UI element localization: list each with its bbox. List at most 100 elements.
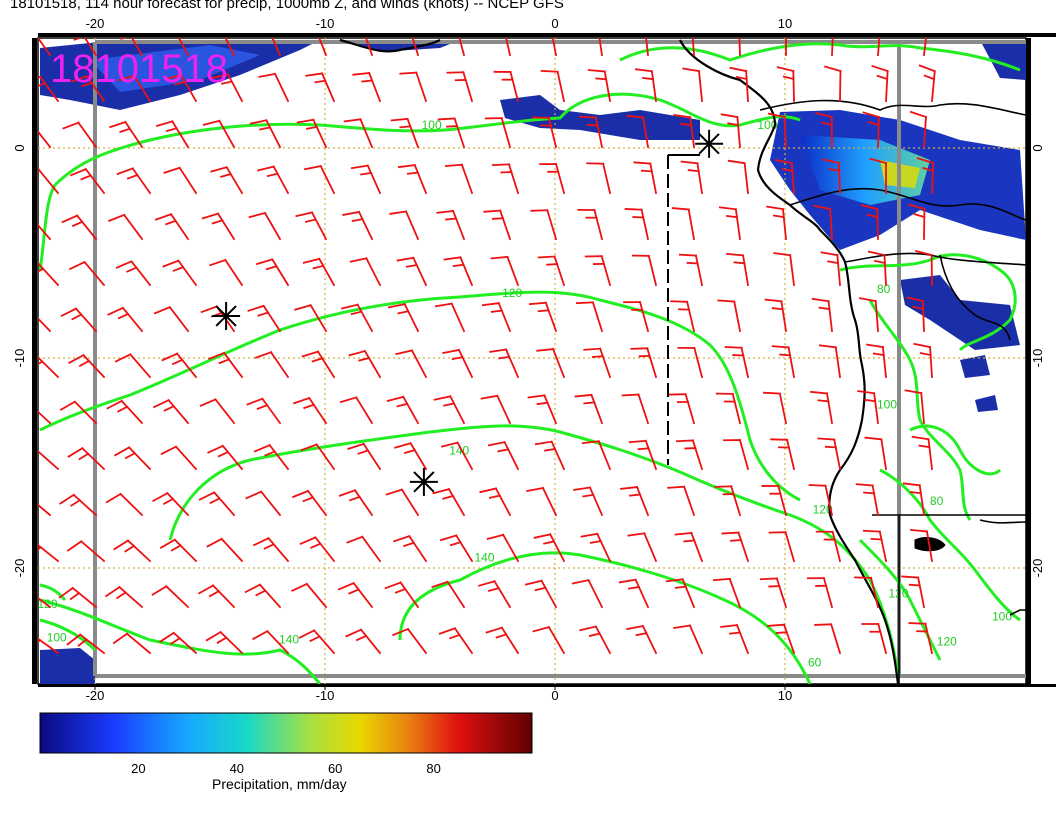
wind-barb — [911, 435, 933, 470]
wind-barb — [433, 395, 466, 425]
wind-barb — [38, 356, 60, 379]
wind-barb — [205, 630, 244, 655]
wind-barb — [202, 119, 236, 149]
lat-tick-right-2: -20 — [1030, 559, 1045, 578]
wind-barb — [631, 254, 658, 287]
contour-label-10: 120 — [937, 635, 957, 649]
contour-label-14: 80 — [877, 282, 891, 296]
wind-barb — [815, 111, 833, 148]
wind-barb — [161, 352, 198, 379]
wind-barb — [296, 118, 328, 149]
contour-label-3: 140 — [475, 551, 495, 565]
wind-barb — [177, 38, 190, 57]
wind-barb — [624, 208, 650, 241]
wind-barb — [113, 446, 152, 471]
wind-barb — [67, 447, 106, 471]
wind-barb — [909, 110, 928, 148]
contour-inland-2 — [909, 424, 1002, 476]
wind-barb — [38, 543, 60, 563]
wind-barb — [442, 348, 474, 379]
wind-barb — [58, 586, 98, 609]
wind-barb — [38, 130, 52, 149]
wind-barb — [576, 301, 604, 333]
precip-patch-northwest-core — [90, 45, 260, 92]
wind-barb — [109, 120, 144, 149]
wind-barb — [159, 631, 198, 655]
wind-barb — [910, 528, 934, 563]
wind-barb — [62, 121, 98, 149]
wind-barb — [387, 302, 420, 333]
wind-barb — [714, 485, 742, 517]
wind-barb — [209, 258, 244, 287]
lat-tick-right-0: 0 — [1030, 144, 1045, 151]
wind-barb — [485, 626, 520, 655]
wind-barb — [620, 485, 650, 517]
wind-barb — [343, 118, 374, 149]
wind-barb — [201, 212, 236, 241]
wind-barb — [431, 580, 466, 609]
contour-label-1: 120 — [502, 286, 522, 300]
wind-barb — [444, 163, 474, 195]
height-extrema — [212, 129, 724, 496]
border-8 — [1009, 609, 1026, 616]
wind-barb — [667, 485, 696, 517]
wind-barb — [257, 165, 290, 195]
extremum-asterisk-1 — [409, 467, 438, 496]
wind-barb — [112, 632, 152, 655]
contour-label-5: 120 — [38, 597, 58, 611]
date-stamp: 18101518 — [50, 47, 228, 91]
wind-barb — [69, 167, 106, 195]
wind-barb — [411, 38, 420, 57]
wind-barb — [727, 159, 749, 194]
wind-barb — [68, 353, 106, 379]
wind-barb — [295, 211, 328, 241]
wind-barb — [345, 628, 382, 655]
wind-barb — [253, 443, 290, 471]
wind-barb — [862, 529, 888, 563]
wind-barb — [481, 302, 512, 333]
wind-barb — [579, 115, 604, 149]
wind-barb — [38, 410, 52, 425]
colorbar-tick-0: 20 — [131, 761, 145, 776]
wind-barb — [437, 117, 466, 149]
wind-barb — [823, 65, 842, 102]
wind-barb — [349, 257, 382, 287]
coastline — [339, 38, 1026, 684]
wind-barb — [301, 350, 336, 379]
contour-coast-3 — [858, 538, 942, 661]
wind-barb — [720, 113, 741, 148]
wind-barb — [108, 213, 144, 241]
wind-barb — [199, 398, 236, 425]
wind-barb — [864, 436, 888, 471]
wind-barb — [527, 394, 558, 425]
lon-tick-top-0: -20 — [86, 16, 105, 31]
wind-barb — [726, 252, 750, 287]
colorbar-tick-3: 80 — [426, 761, 440, 776]
wind-barb — [443, 256, 474, 287]
wind-barb — [901, 575, 926, 609]
wind-barb — [598, 38, 604, 57]
wind-barb — [551, 38, 558, 57]
wind-barb — [906, 296, 925, 332]
wind-barb — [339, 396, 374, 425]
wind-barb — [579, 625, 612, 655]
wind-barb — [478, 580, 512, 609]
wind-barb — [584, 255, 612, 287]
wind-barb — [633, 161, 658, 195]
extremum-asterisk-0 — [212, 302, 241, 330]
wind-barb — [682, 67, 703, 102]
border-2 — [789, 187, 1026, 221]
wind-barb — [294, 303, 328, 333]
precip-patch-northeast — [980, 40, 1026, 80]
wind-barb — [531, 116, 558, 149]
wind-barb — [207, 444, 244, 471]
wind-barb — [815, 530, 842, 563]
wind-barb — [244, 583, 282, 609]
wind-barb — [574, 393, 604, 425]
wind-barb — [350, 164, 382, 195]
wind-barb — [153, 305, 190, 333]
wind-barb — [255, 258, 290, 287]
wind-barb — [861, 622, 888, 655]
wind-barb — [198, 491, 236, 517]
